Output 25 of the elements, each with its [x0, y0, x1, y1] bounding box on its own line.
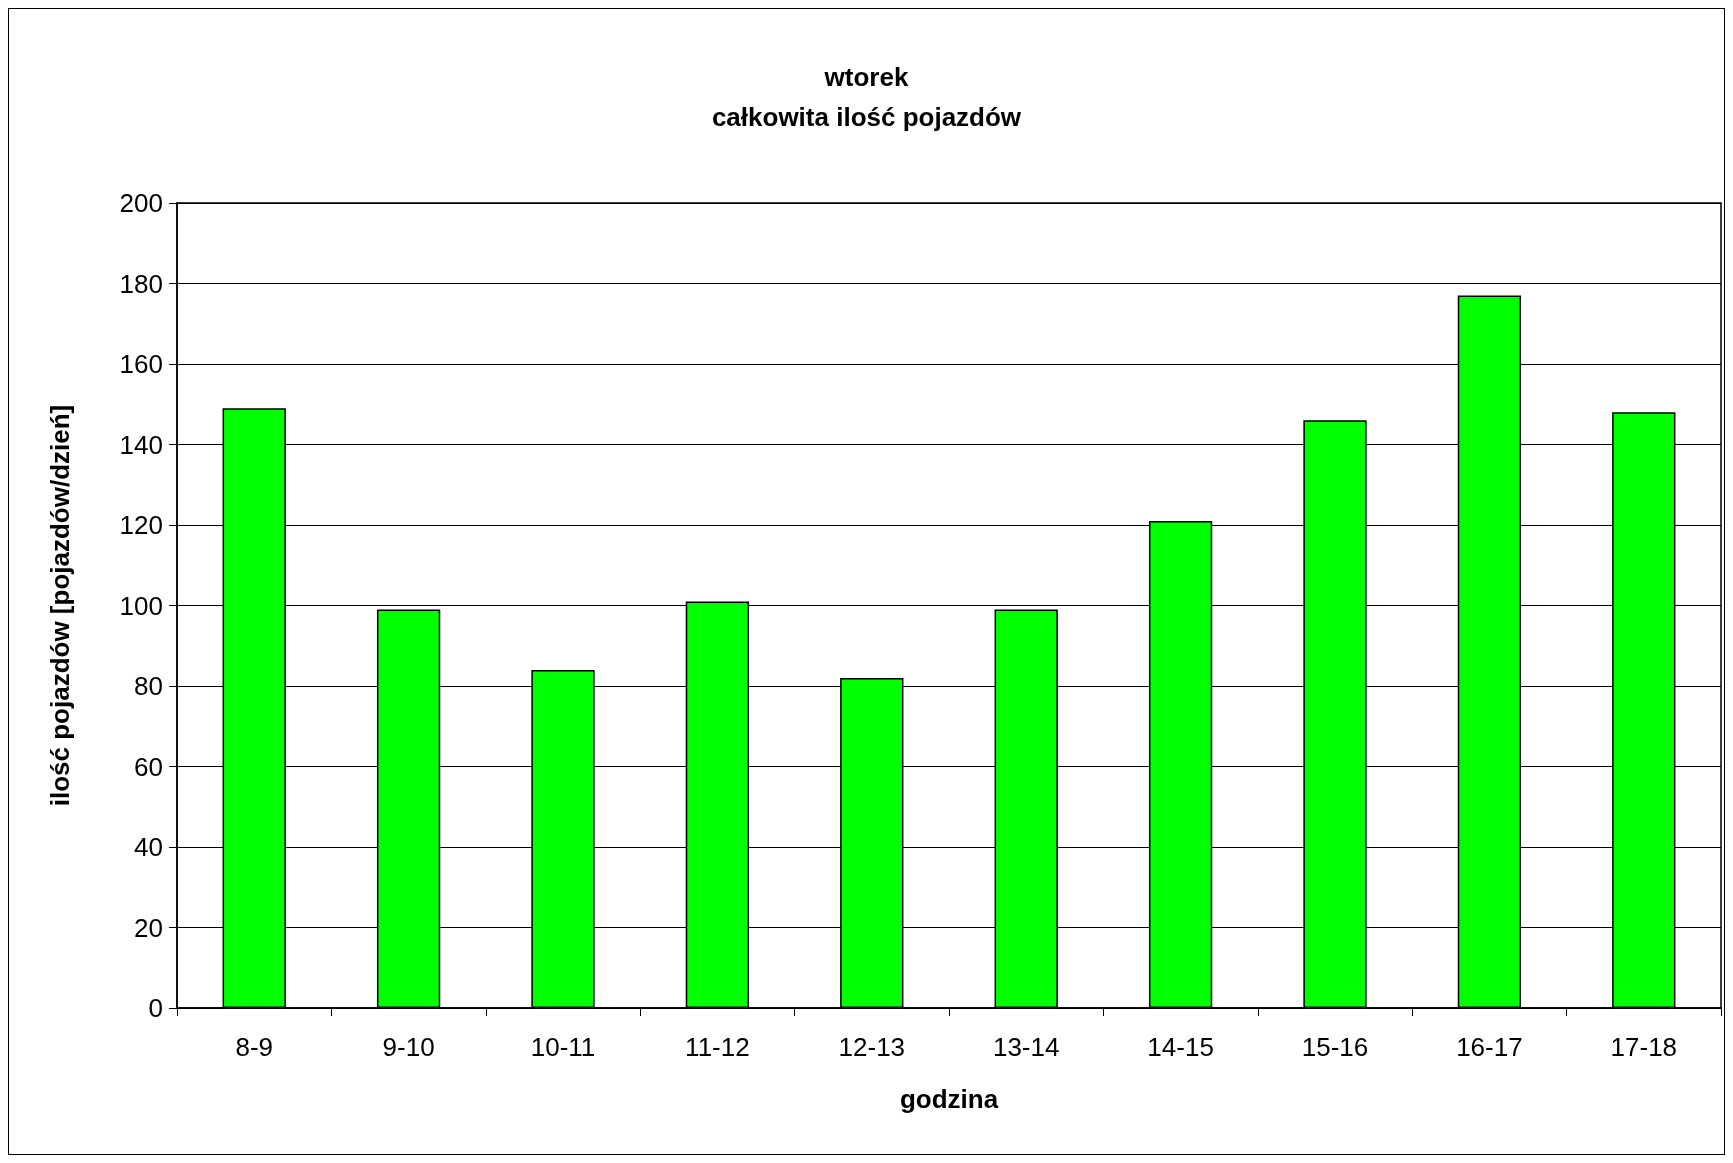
- y-tick-label: 180: [119, 268, 163, 299]
- y-tick-label: 100: [119, 590, 163, 621]
- chart-subtitle: całkowita ilość pojazdów: [711, 102, 1022, 132]
- y-tick-label: 80: [134, 671, 163, 701]
- chart-title: wtorek: [823, 62, 909, 92]
- x-tick-label: 13-14: [992, 1032, 1060, 1062]
- x-tick-label: 9-10: [382, 1032, 435, 1062]
- x-tick-label: 10-11: [530, 1032, 596, 1062]
- y-tick-label: 160: [119, 349, 163, 379]
- x-tick-label: 15-16: [1301, 1032, 1369, 1062]
- x-tick-label: 17-18: [1610, 1032, 1678, 1062]
- y-tick-label: 0: [148, 993, 163, 1023]
- x-tick-label: 11-12: [685, 1032, 750, 1062]
- y-tick-label: 40: [134, 832, 163, 862]
- y-tick-label: 140: [119, 429, 163, 460]
- y-tick-label: 60: [134, 751, 163, 782]
- x-tick-label: 14-15: [1147, 1032, 1214, 1062]
- x-tick-label: 12-13: [838, 1032, 906, 1062]
- y-tick-label: 20: [134, 912, 163, 943]
- x-tick-label: 16-17: [1456, 1032, 1523, 1062]
- y-tick-label: 120: [119, 510, 163, 540]
- x-tick-label: 8-9: [235, 1032, 273, 1062]
- y-tick-label: 200: [119, 188, 163, 218]
- x-axis-title: godzina: [899, 1084, 999, 1114]
- y-axis-title: ilość pojazdów [pojazdów/dzień]: [45, 404, 75, 807]
